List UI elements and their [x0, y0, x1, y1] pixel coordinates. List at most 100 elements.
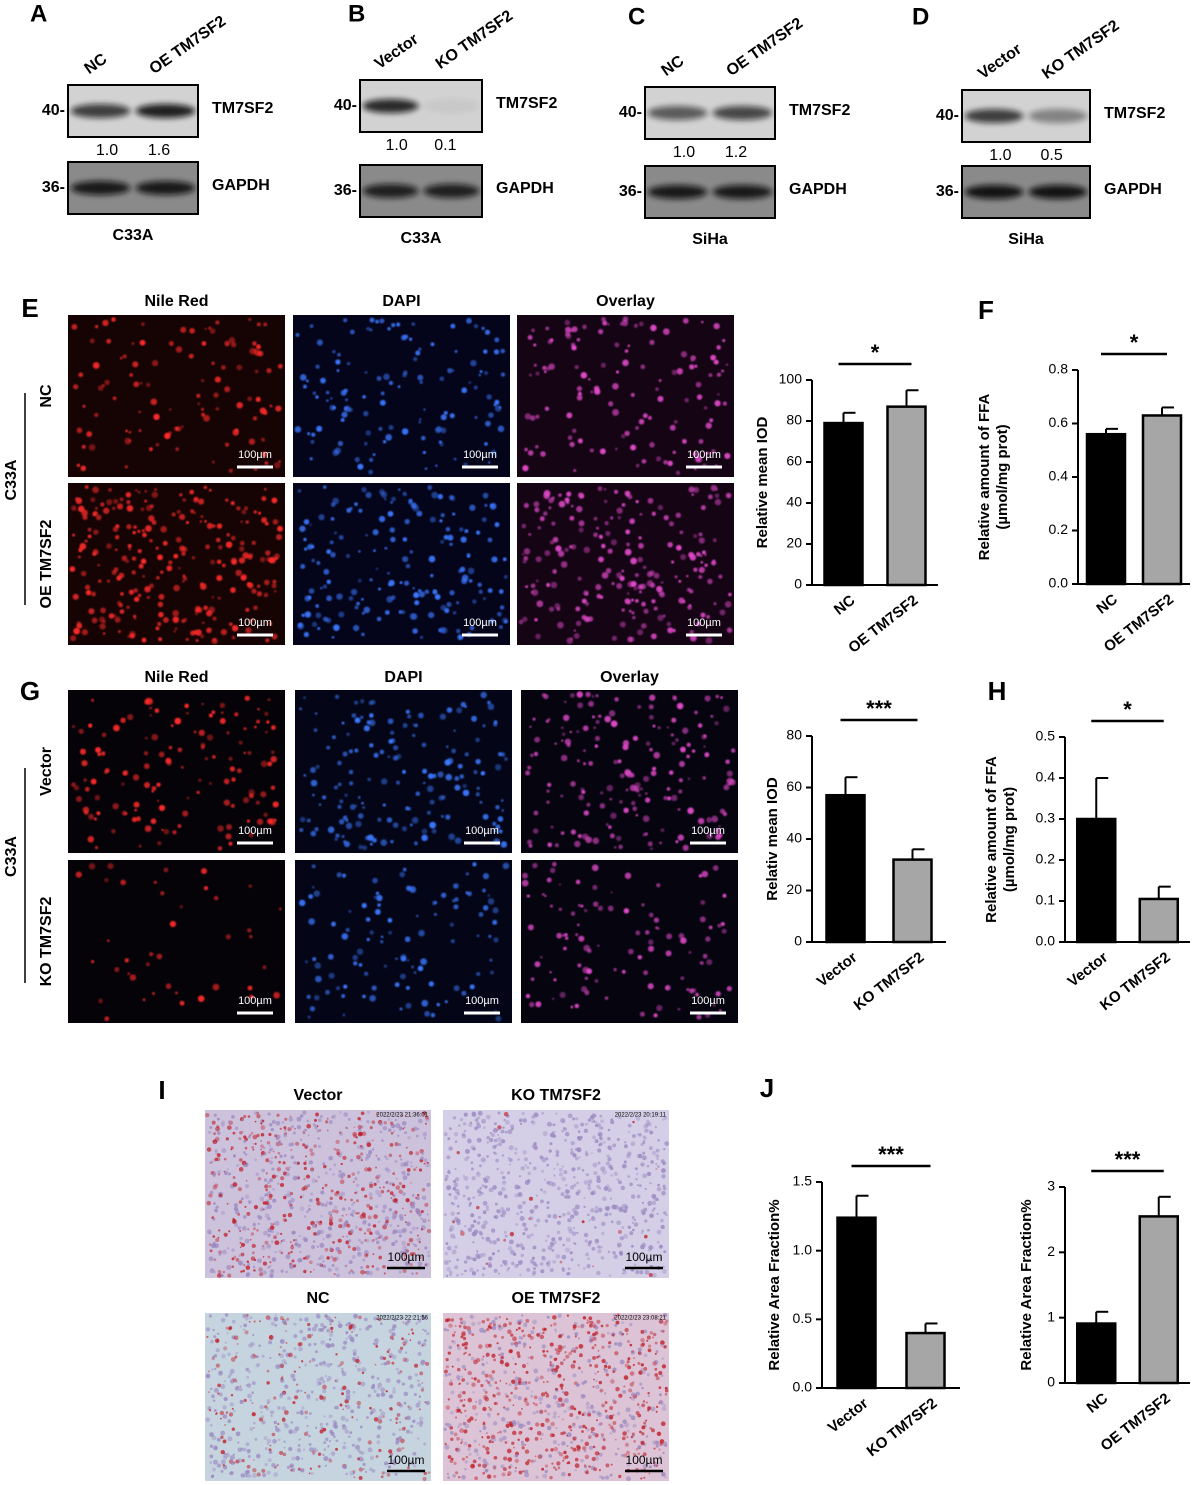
cell-signal: [357, 796, 361, 799]
tissue-stain: [311, 1326, 317, 1332]
cell-signal: [623, 908, 630, 914]
cell-signal: [392, 755, 399, 761]
tissue-stain: [573, 1183, 577, 1188]
tissue-stain: [388, 1208, 393, 1212]
tissue-stain: [419, 1371, 424, 1376]
cell-signal: [149, 714, 152, 717]
tissue-stain: [662, 1118, 665, 1121]
tissue-stain: [220, 1317, 226, 1323]
tissue-stain: [570, 1258, 574, 1262]
cell-signal: [333, 785, 338, 790]
tissue-stain: [660, 1224, 665, 1230]
cell-signal: [576, 923, 580, 927]
tissue-stain: [222, 1414, 228, 1419]
tissue-stain: [656, 1240, 660, 1244]
cell-signal: [482, 492, 489, 499]
tissue-stain: [607, 1157, 612, 1162]
cell-signal: [421, 828, 428, 835]
tissue-stain: [212, 1218, 216, 1221]
tissue-stain: [242, 1269, 246, 1273]
cell-signal: [90, 698, 95, 702]
cell-signal: [314, 962, 322, 969]
cell-signal: [432, 589, 437, 593]
tissue-stain: [271, 1463, 276, 1468]
tissue-stain: [341, 1207, 346, 1211]
cell-signal: [316, 561, 321, 565]
tissue-stain: [662, 1451, 665, 1455]
cell-signal: [272, 519, 279, 525]
tissue-stain: [349, 1336, 355, 1342]
tissue-stain: [366, 1142, 372, 1148]
tissue-stain: [367, 1447, 373, 1453]
cell-signal: [208, 488, 212, 492]
tissue-stain: [459, 1391, 463, 1394]
cell-signal: [627, 636, 633, 643]
cell-signal: [70, 635, 77, 642]
tissue-stain: [480, 1191, 484, 1196]
tissue-stain: [502, 1467, 507, 1471]
tissue-stain: [551, 1130, 556, 1135]
tissue-stain: [244, 1146, 248, 1150]
cell-signal: [73, 384, 79, 390]
tissue-stain: [237, 1226, 242, 1230]
cell-signal: [112, 396, 117, 401]
cell-signal: [706, 833, 713, 840]
cell-signal: [545, 366, 551, 371]
cell-signal: [334, 694, 340, 700]
tissue-stain: [631, 1432, 635, 1436]
tissue-stain: [315, 1112, 319, 1117]
lane-label: OE TM7SF2: [147, 13, 230, 78]
cell-signal: [459, 774, 465, 779]
tissue-stain: [256, 1258, 262, 1264]
tissue-stain: [219, 1410, 225, 1416]
tissue-stain: [590, 1426, 595, 1432]
cell-signal: [245, 520, 250, 524]
cell-signal: [379, 399, 386, 406]
tissue-stain: [345, 1472, 349, 1476]
cell-signal: [306, 379, 309, 383]
tissue-stain: [453, 1432, 458, 1437]
tissue-stain: [356, 1154, 361, 1160]
tissue-stain: [494, 1202, 498, 1206]
tissue-stain: [352, 1131, 358, 1137]
tissue-stain: [411, 1272, 414, 1275]
cell-signal: [348, 596, 354, 601]
cell-signal: [535, 414, 540, 419]
cell-signal: [576, 394, 583, 401]
tissue-stain: [378, 1121, 383, 1126]
tissue-stain: [354, 1191, 357, 1195]
cell-signal: [591, 864, 599, 872]
cell-signal: [704, 553, 707, 557]
cell-signal: [440, 814, 444, 818]
cell-signal: [666, 933, 673, 940]
tissue-stain: [342, 1425, 347, 1431]
scale-label: 100µm: [463, 617, 497, 629]
cell-signal: [582, 324, 587, 330]
cell-signal: [230, 341, 237, 348]
cell-signal: [449, 542, 453, 547]
tissue-stain: [230, 1148, 233, 1151]
tissue-stain: [359, 1144, 363, 1148]
cell-signal: [583, 590, 589, 596]
cell-signal: [267, 698, 271, 702]
cell-signal: [604, 715, 612, 723]
tissue-stain: [342, 1445, 347, 1450]
tissue-stain: [332, 1240, 335, 1244]
tissue-stain: [251, 1131, 254, 1135]
tissue-stain: [220, 1469, 224, 1473]
tissue-stain: [574, 1457, 579, 1462]
tissue-stain: [593, 1226, 597, 1229]
tissue-stain: [630, 1415, 636, 1421]
tissue-stain: [486, 1135, 490, 1140]
tissue-stain: [488, 1187, 494, 1193]
tissue-stain: [214, 1208, 218, 1213]
tissue-stain: [259, 1207, 264, 1212]
cell-signal: [358, 844, 363, 850]
cell-signal: [409, 823, 413, 827]
tissue-stain: [408, 1150, 414, 1156]
tissue-stain: [539, 1188, 543, 1192]
tissue-stain: [225, 1411, 229, 1414]
tissue-stain: [249, 1316, 253, 1320]
tissue-stain: [619, 1250, 623, 1255]
cell-signal: [171, 512, 176, 517]
